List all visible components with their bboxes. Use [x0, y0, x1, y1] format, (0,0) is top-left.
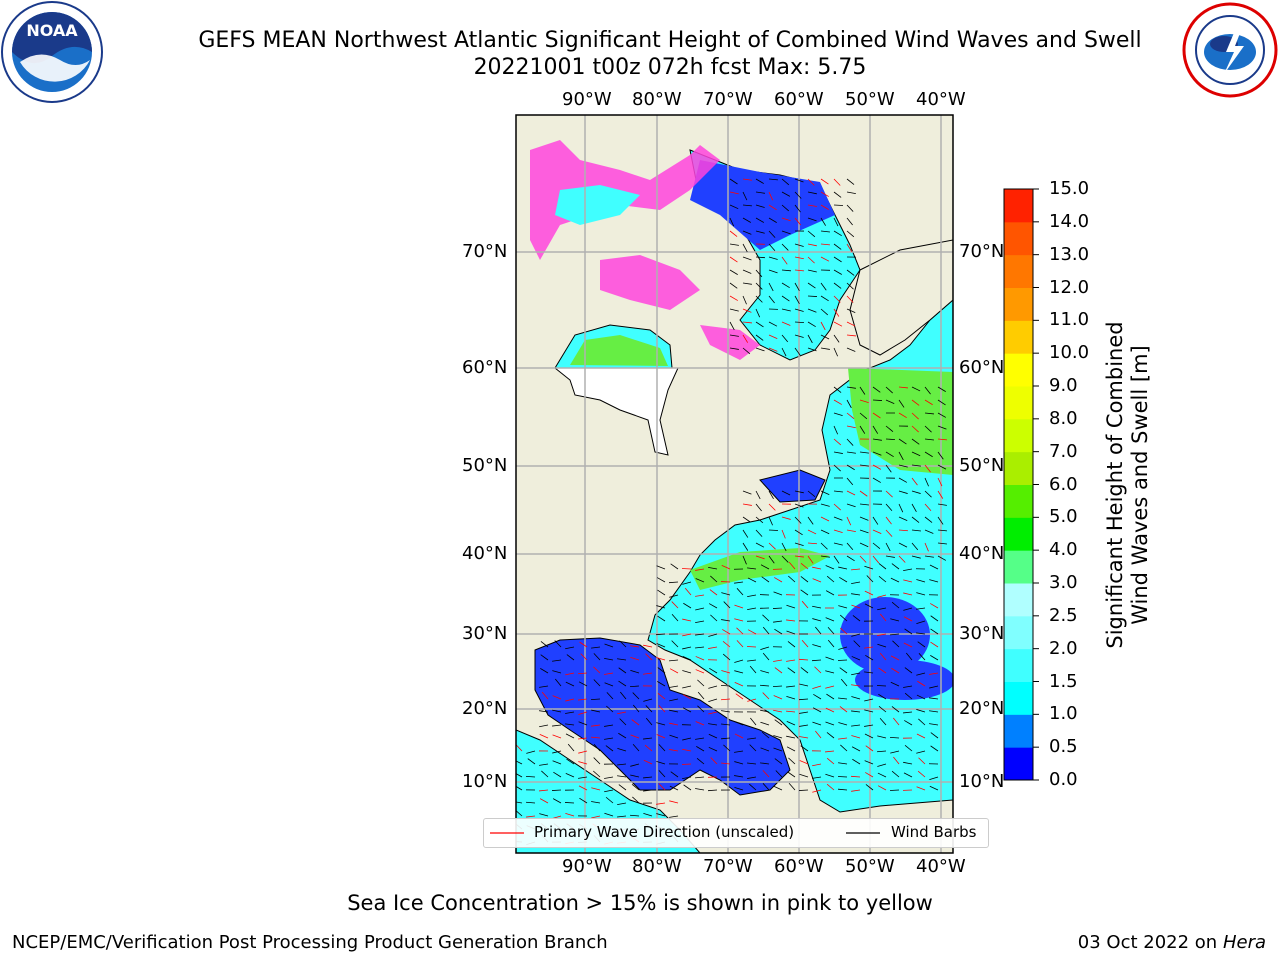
- colorbar-tick-label: 0.5: [1049, 736, 1078, 758]
- lat-tick-right-70n: 70°N: [959, 241, 1005, 262]
- legend-wave-direction-swatch: [490, 832, 524, 834]
- run-machine: Hera: [1222, 932, 1266, 953]
- colorbar-tick-label: 10.0: [1049, 342, 1090, 364]
- colorbar-tick-label: 12.0: [1049, 276, 1090, 298]
- colorbar-tick-label: 0.0: [1049, 769, 1078, 790]
- wave-high-gulfstream: [690, 548, 830, 590]
- map-frame: [515, 114, 954, 854]
- lat-tick-left-50n: 50°N: [462, 455, 508, 476]
- colorbar-segment: [1004, 287, 1033, 321]
- lon-tick-top-70w: 70°W: [703, 89, 753, 110]
- lon-tick-top-90w: 90°W: [562, 89, 612, 110]
- colorbar-segment: [1004, 386, 1033, 420]
- lon-tick-top-40w: 40°W: [916, 89, 966, 110]
- run-date-text: 03 Oct 2022 on: [1077, 932, 1218, 953]
- lat-tick-right-30n: 30°N: [959, 623, 1005, 644]
- colorbar-segment: [1004, 484, 1033, 518]
- colorbar-segment: [1004, 517, 1033, 551]
- colorbar-segment: [1004, 747, 1033, 781]
- chart-subtitle: 20221001 t00z 072h fcst Max: 5.75: [473, 55, 867, 80]
- colorbar-tick-label: 1.0: [1049, 703, 1078, 725]
- colorbar-segment: [1004, 254, 1033, 288]
- colorbar-segment: [1004, 550, 1033, 584]
- colorbar-tick-label: 8.0: [1049, 407, 1078, 429]
- ocean-gulf: [534, 637, 791, 796]
- colorbar-label-line2: Wind Waves and Swell [m]: [1128, 345, 1152, 625]
- legend-wind-barbs-swatch: [846, 832, 880, 834]
- colorbar-segment: [1004, 681, 1033, 715]
- colorbar-segment: [1004, 418, 1033, 453]
- colorbar-tick-label: 2.5: [1049, 604, 1078, 626]
- legend-wind-barbs-label: Wind Barbs: [891, 823, 977, 841]
- map-legend: Primary Wave Direction (unscaled) Wind B…: [483, 818, 989, 848]
- colorbar-segment: [1004, 615, 1033, 650]
- lat-tick-right-50n: 50°N: [959, 455, 1005, 476]
- colorbar-segment: [1004, 714, 1033, 748]
- lon-tick-top-80w: 80°W: [632, 89, 682, 110]
- colorbar-tick-label: 11.0: [1049, 309, 1090, 331]
- lat-tick-left-20n: 20°N: [462, 698, 508, 719]
- colorbar-tick-label: 2.0: [1049, 637, 1078, 659]
- lat-tick-right-40n: 40°N: [959, 543, 1005, 564]
- noaa-logo: NOAA: [0, 0, 104, 104]
- colorbar-segment: [1004, 221, 1033, 256]
- colorbar-tick-label: 13.0: [1049, 243, 1090, 265]
- colorbar-tick-label: 7.0: [1049, 440, 1078, 462]
- lat-tick-left-70n: 70°N: [462, 241, 508, 262]
- graticule: [516, 115, 953, 853]
- colorbar-segment: [1004, 353, 1033, 387]
- colorbar-tick-label: 6.0: [1049, 473, 1078, 495]
- colorbar-tick-label: 15.0: [1049, 178, 1090, 199]
- colorbar-tick-label: 9.0: [1049, 375, 1078, 396]
- sea-ice-note: Sea Ice Concentration > 15% is shown in …: [347, 891, 933, 915]
- colorbar-segment: [1004, 648, 1033, 682]
- lon-tick-bottom-70w: 70°W: [703, 856, 753, 877]
- chart-title: GEFS MEAN Northwest Atlantic Significant…: [198, 28, 1142, 53]
- colorbar-segment: [1004, 451, 1033, 485]
- lon-tick-bottom-50w: 50°W: [845, 856, 895, 877]
- colorbar-tick-label: 4.0: [1049, 539, 1078, 561]
- colorbar-segment: [1004, 583, 1033, 617]
- lat-tick-left-10n: 10°N: [462, 771, 508, 792]
- org-credit: NCEP/EMC/Verification Post Processing Pr…: [12, 932, 608, 953]
- lat-tick-right-10n: 10°N: [959, 771, 1005, 792]
- colorbar-tick-label: 5.0: [1049, 506, 1078, 528]
- wave-high-labrador: [848, 368, 953, 475]
- lat-tick-left-60n: 60°N: [462, 357, 508, 378]
- colorbar-segment: [1004, 189, 1033, 223]
- nws-logo: [1178, 0, 1280, 100]
- colorbar-label-line1: Significant Height of Combined: [1103, 321, 1127, 649]
- lon-tick-top-50w: 50°W: [845, 89, 895, 110]
- colorbar: [1003, 188, 1039, 781]
- lat-tick-left-30n: 30°N: [462, 623, 508, 644]
- lon-tick-bottom-90w: 90°W: [562, 856, 612, 877]
- colorbar-tick-label: 14.0: [1049, 210, 1090, 232]
- lon-tick-bottom-60w: 60°W: [774, 856, 824, 877]
- wave-direction-field: [516, 178, 947, 845]
- colorbar-tick-label: 1.5: [1049, 670, 1078, 692]
- legend-wave-direction-label: Primary Wave Direction (unscaled): [534, 823, 795, 841]
- lon-tick-bottom-40w: 40°W: [916, 856, 966, 877]
- run-date: 03 Oct 2022 on Hera: [1078, 932, 1266, 953]
- lon-tick-bottom-80w: 80°W: [632, 856, 682, 877]
- colorbar-segment: [1004, 320, 1033, 354]
- noaa-logo-text: NOAA: [26, 21, 78, 40]
- lat-tick-right-60n: 60°N: [959, 357, 1005, 378]
- lat-tick-left-40n: 40°N: [462, 543, 508, 564]
- lon-tick-top-60w: 60°W: [774, 89, 824, 110]
- colorbar-tick-label: 3.0: [1049, 572, 1078, 593]
- greenland: [849, 239, 953, 356]
- lat-tick-right-20n: 20°N: [959, 698, 1005, 719]
